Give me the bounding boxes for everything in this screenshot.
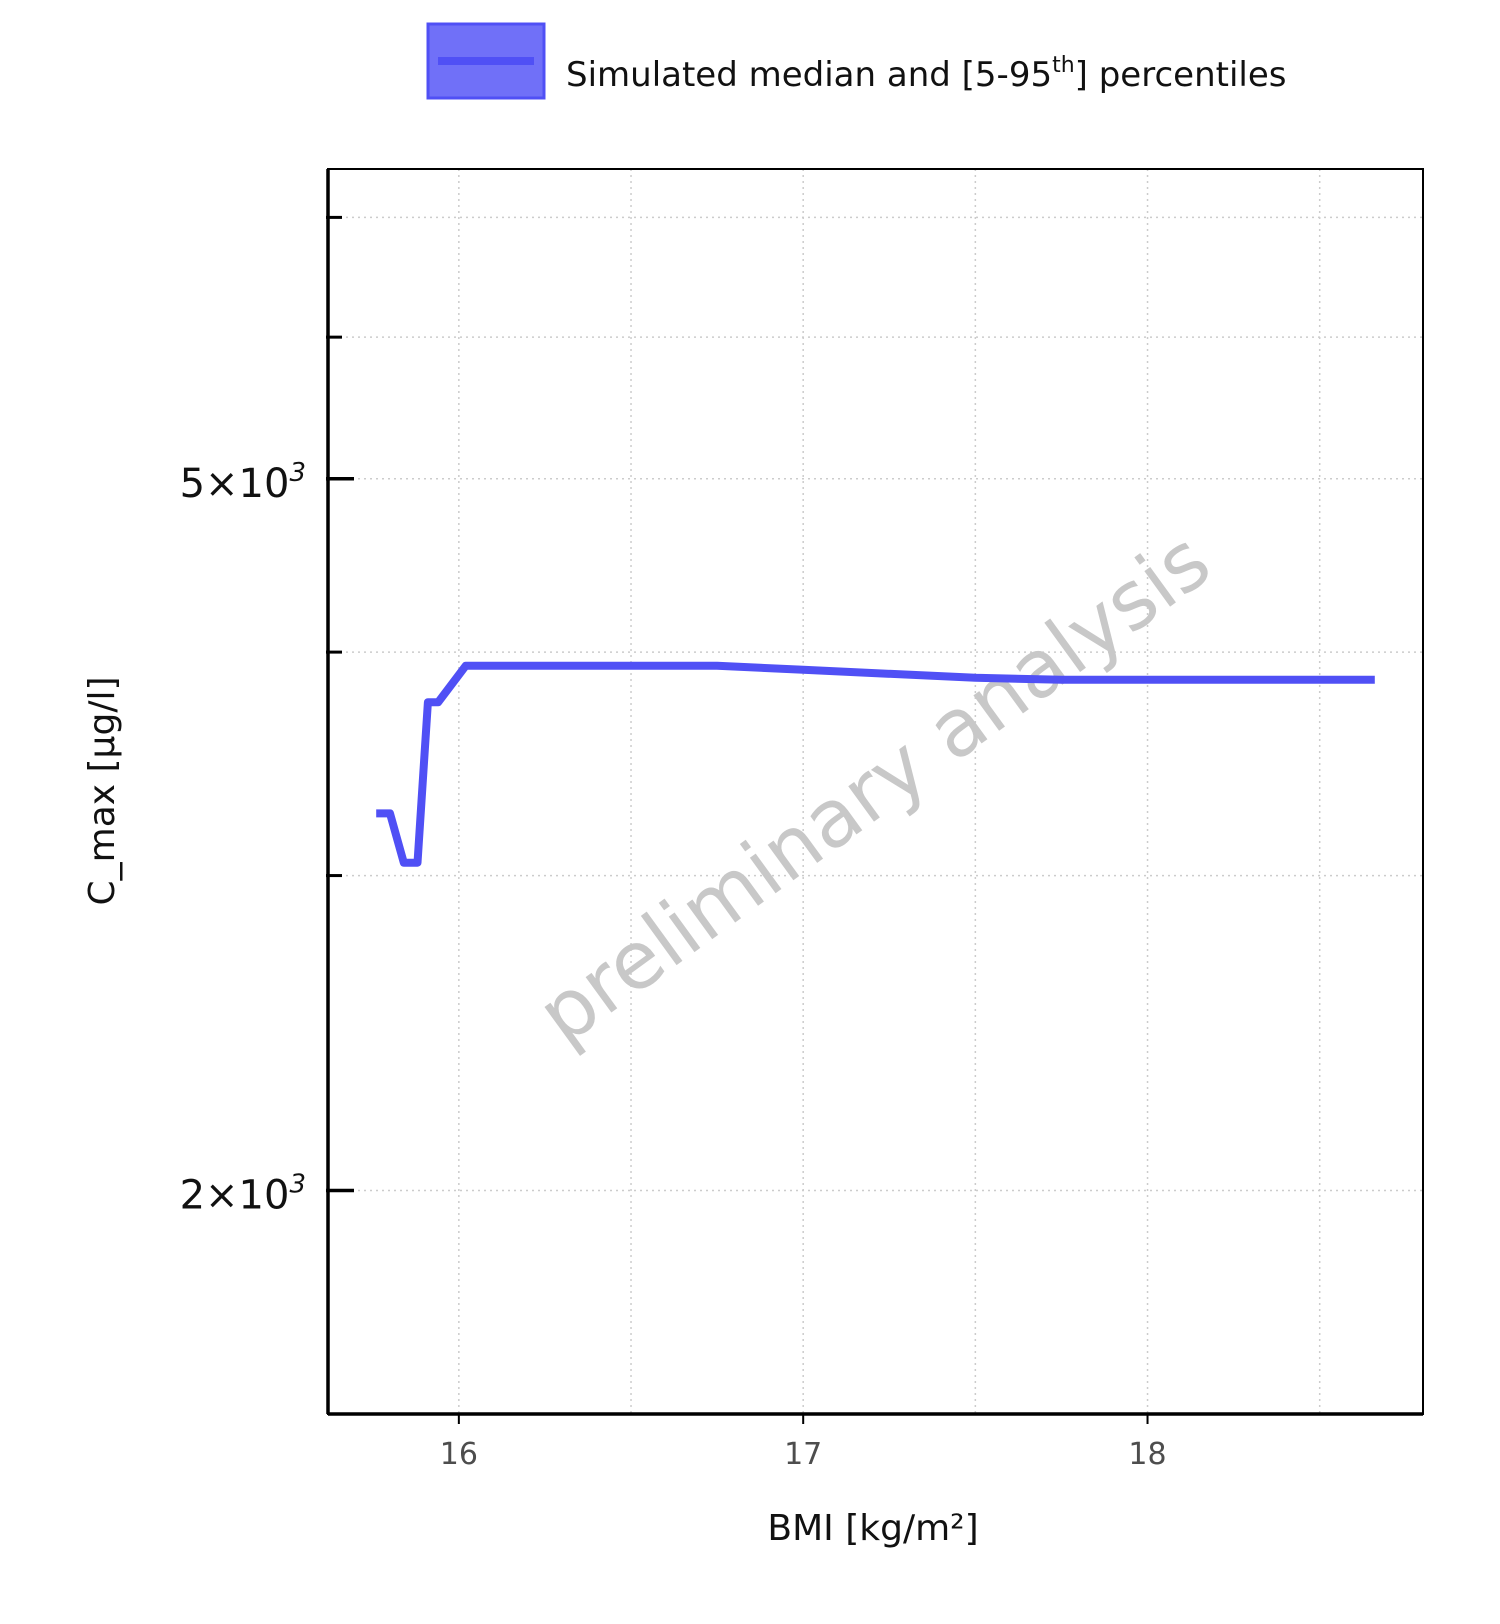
x-tick-label: 16	[440, 1437, 478, 1472]
plot-area: 16 17 18 2×103 5×103 preliminary analysis	[180, 168, 1424, 1472]
x-tick-label: 18	[1128, 1437, 1166, 1472]
legend: Simulated median and [5-95th] percentile…	[426, 22, 1286, 100]
x-tick-label: 17	[784, 1437, 822, 1472]
y-tick-label: 5×103	[180, 458, 306, 507]
watermark: preliminary analysis	[521, 514, 1227, 1062]
y-axis-title: C_max [µg/l]	[82, 677, 123, 906]
y-tick-label: 2×103	[180, 1170, 306, 1219]
x-axis-title: BMI [kg/m²]	[767, 1508, 978, 1549]
series-line-median	[376, 661, 1375, 867]
legend-label: Simulated median and [5-95th] percentile…	[566, 53, 1286, 95]
ticks: 16 17 18 2×103 5×103	[180, 215, 1167, 1472]
legend-superscript: th	[1052, 53, 1075, 78]
grid	[328, 169, 1423, 1414]
